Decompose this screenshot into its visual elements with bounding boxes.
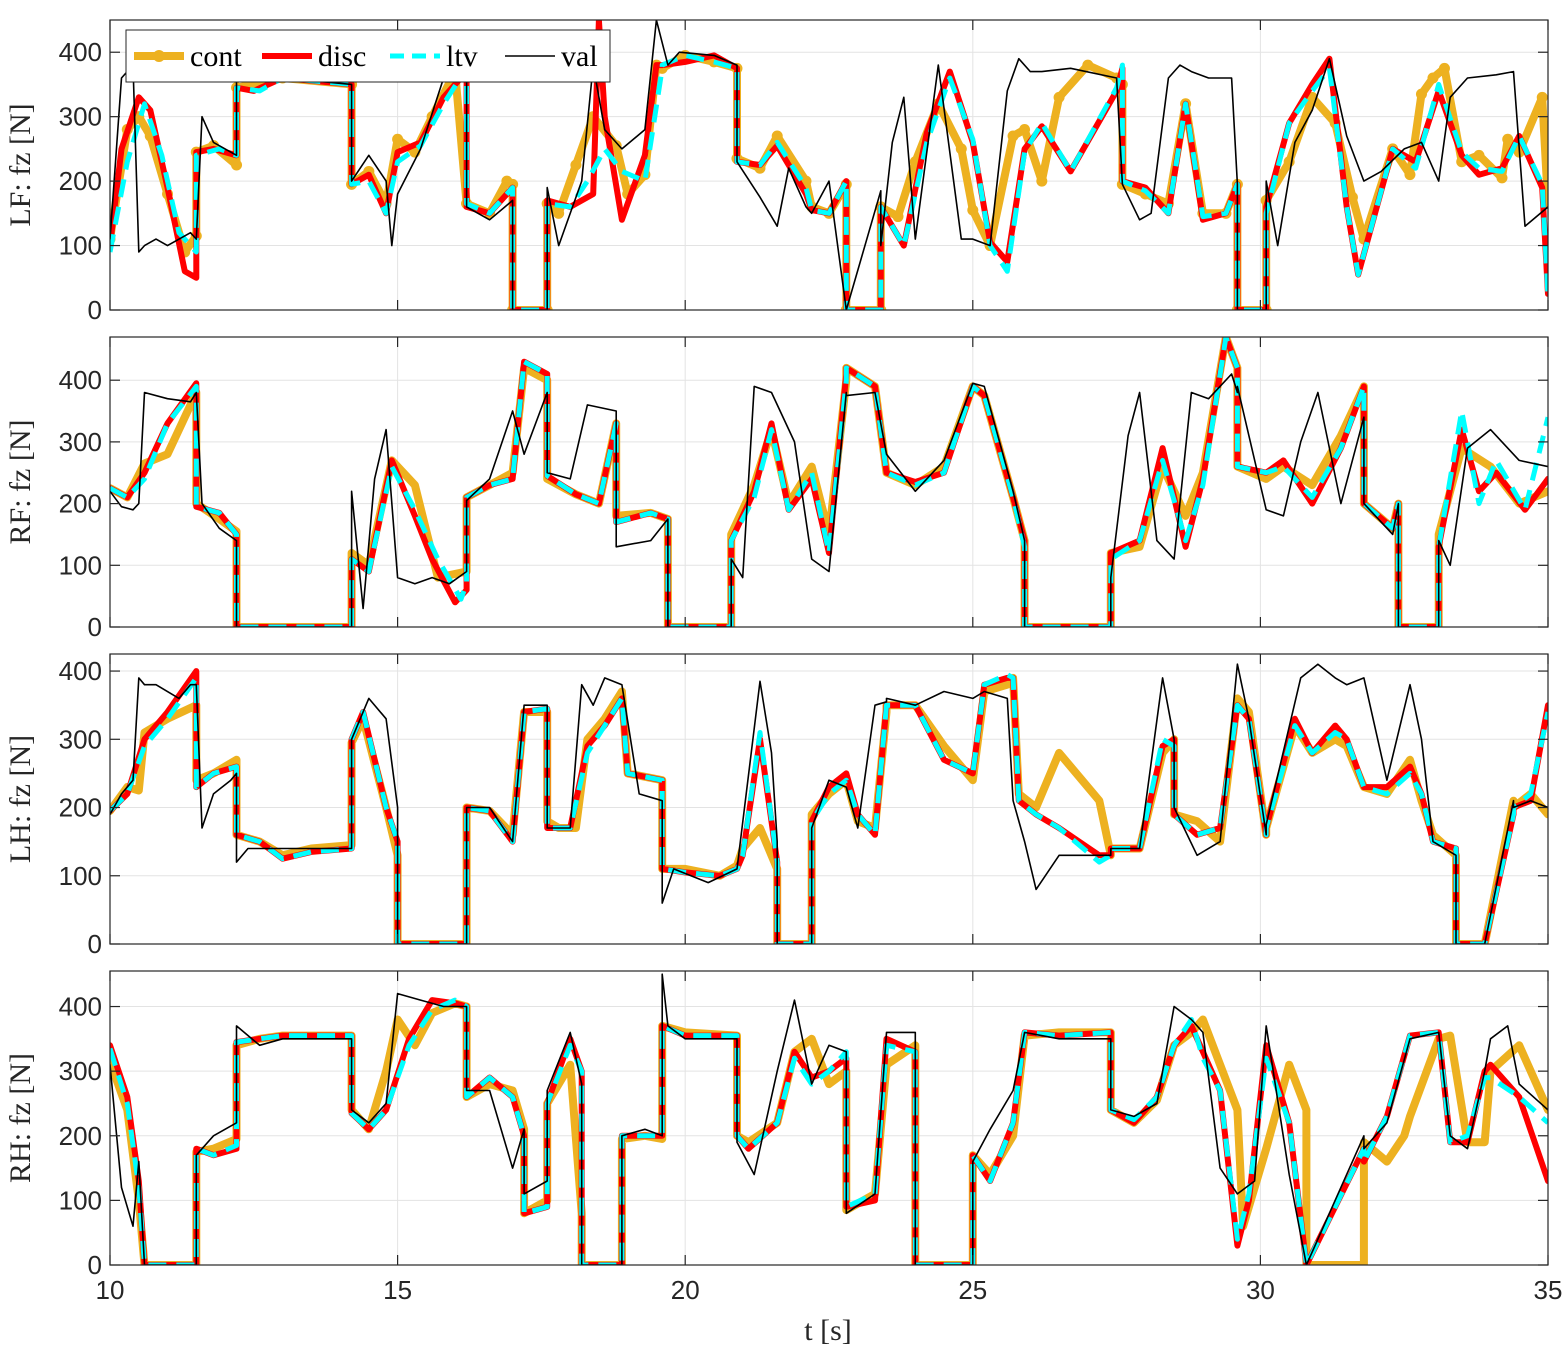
x-tick-label: 15 [383, 1275, 412, 1305]
series-line-val [110, 373, 1548, 627]
y-axis-label: RF: fz [N] [4, 420, 37, 545]
y-tick-label: 0 [88, 929, 102, 959]
y-tick-label: 400 [59, 365, 102, 395]
x-tick-label: 35 [1534, 1275, 1563, 1305]
x-axis-label: t [s] [804, 1314, 852, 1347]
y-tick-label: 400 [59, 656, 102, 686]
y-axis-label: LF: fz [N] [4, 103, 37, 226]
y-tick-label: 0 [88, 1250, 102, 1280]
series-line-ltv [110, 337, 1548, 627]
y-tick-label: 100 [59, 861, 102, 891]
y-tick-label: 300 [59, 102, 102, 132]
axes-box [109, 336, 1549, 628]
x-tick-label: 30 [1246, 1275, 1275, 1305]
series-group [110, 663, 1548, 944]
y-tick-label: 200 [59, 166, 102, 196]
series-line-val [110, 973, 1548, 1265]
y-tick-label: 100 [59, 1185, 102, 1215]
legend: cont disc ltv val [125, 29, 611, 83]
series-group [110, 337, 1548, 627]
panel-2: 0 100 200 300 400 LH: fz [N] [4, 653, 1549, 959]
plot-area [110, 971, 1548, 1265]
y-tick-label: 200 [59, 489, 102, 519]
series-line-ltv [110, 997, 1548, 1265]
x-tick-label: 25 [958, 1275, 987, 1305]
legend-label-disc: disc [318, 40, 366, 73]
y-tick-label: 0 [88, 612, 102, 642]
axes-box [109, 970, 1549, 1266]
axes-box [109, 653, 1549, 945]
series-group [110, 973, 1548, 1265]
x-tick-label: 20 [671, 1275, 700, 1305]
y-tick-label: 200 [59, 1121, 102, 1151]
legend-label-cont: cont [190, 40, 242, 73]
series-line-val [110, 20, 1548, 310]
y-tick-label: 100 [59, 550, 102, 580]
y-tick-label: 0 [88, 295, 102, 325]
y-tick-label: 200 [59, 793, 102, 823]
y-tick-label: 400 [59, 992, 102, 1022]
y-tick-label: 400 [59, 37, 102, 67]
x-tick-label: 10 [96, 1275, 125, 1305]
series-line-ltv [110, 52, 1548, 310]
y-tick-label: 300 [59, 1056, 102, 1086]
y-axis-label: LH: fz [N] [4, 735, 37, 863]
series-line-val [110, 663, 1548, 944]
panel-1: 0 100 200 300 400 RF: fz [N] [4, 336, 1549, 642]
y-tick-label: 300 [59, 724, 102, 754]
y-tick-label: 300 [59, 427, 102, 457]
series-group [110, 20, 1548, 310]
y-axis-label: RH: fz [N] [4, 1053, 37, 1183]
axes-box [109, 19, 1549, 311]
panel-3: 0 100 200 300 400 10 15 20 25 30 35 RH: fz [N] [4, 970, 1563, 1305]
panel-0: 0 100 200 300 400 LF: fz [N] [4, 19, 1549, 325]
legend-label-ltv: ltv [446, 40, 478, 73]
series-line-ltv [110, 672, 1548, 944]
legend-label-val: val [561, 40, 598, 73]
legend-marker-cont [153, 50, 165, 62]
y-tick-label: 100 [59, 231, 102, 261]
